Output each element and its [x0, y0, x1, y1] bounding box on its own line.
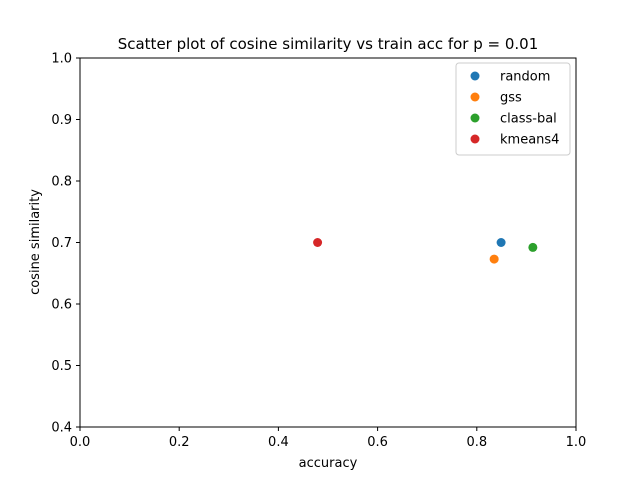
y-tick-label: 0.8	[51, 175, 72, 190]
y-axis-ticks: 0.4 0.5 0.6 0.7 0.8 0.9 1.0	[51, 52, 80, 436]
data-points	[313, 238, 538, 264]
legend: random gss class-bal kmeans4	[455, 62, 571, 156]
point-class-bal	[528, 242, 538, 252]
x-tick-label: 0.8	[466, 435, 487, 450]
legend-marker-gss	[470, 92, 480, 102]
y-axis-label: cosine similarity	[28, 189, 43, 295]
x-tick-label: 0.6	[367, 435, 388, 450]
point-kmeans4	[313, 238, 323, 247]
point-random	[496, 238, 506, 247]
x-tick-label: 0.0	[70, 435, 91, 450]
x-tick-label: 0.2	[169, 435, 190, 450]
legend-marker-class-bal	[470, 113, 480, 123]
point-gss	[489, 254, 499, 264]
legend-label-class-bal: class-bal	[500, 112, 557, 127]
y-tick-label: 0.7	[51, 236, 72, 251]
legend-label-gss: gss	[500, 91, 522, 106]
x-tick-label: 0.4	[268, 435, 289, 450]
x-tick-label: 1.0	[566, 435, 587, 450]
y-tick-label: 0.9	[51, 113, 72, 128]
y-tick-label: 0.4	[51, 421, 72, 436]
x-axis-label: accuracy	[299, 456, 358, 471]
legend-marker-random	[470, 71, 480, 81]
chart-title: Scatter plot of cosine similarity vs tra…	[118, 35, 539, 53]
y-tick-label: 0.6	[51, 298, 72, 313]
y-tick-label: 1.0	[51, 52, 72, 67]
legend-label-kmeans4: kmeans4	[500, 133, 559, 148]
legend-label-random: random	[500, 70, 550, 85]
x-axis-ticks: 0.0 0.2 0.4 0.6 0.8 1.0	[70, 427, 587, 450]
legend-marker-kmeans4	[470, 134, 480, 144]
legend-box	[455, 62, 571, 156]
y-tick-label: 0.5	[51, 359, 72, 374]
